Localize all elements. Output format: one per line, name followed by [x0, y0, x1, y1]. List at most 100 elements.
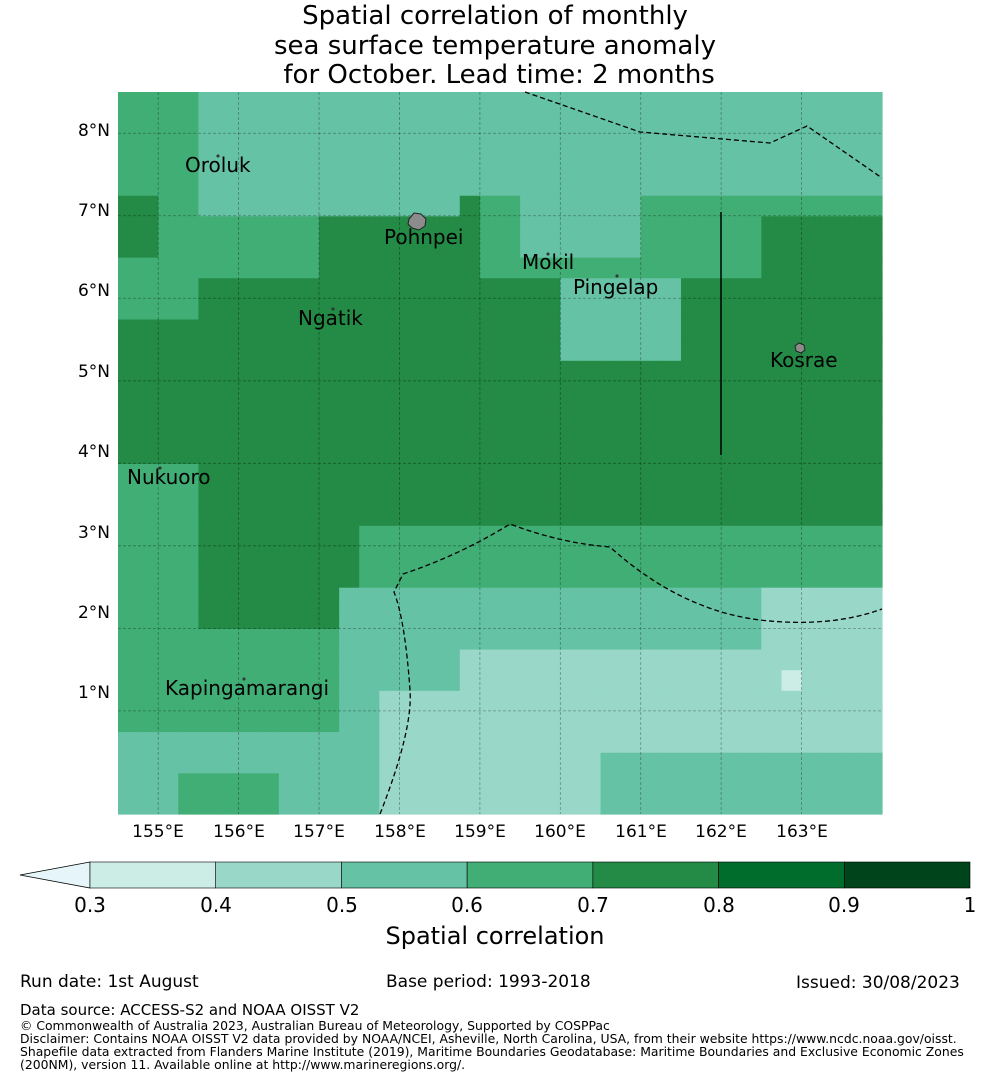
correlation-cell	[821, 607, 843, 629]
correlation-cell	[821, 401, 843, 423]
correlation-cell	[198, 690, 220, 712]
correlation-cell	[801, 483, 823, 506]
correlation-cell	[821, 215, 843, 237]
correlation-cell	[861, 380, 883, 403]
correlation-cell	[741, 360, 762, 382]
correlation-cell	[258, 236, 280, 258]
correlation-cell	[761, 483, 783, 506]
colorbar-extend-arrow	[19, 861, 91, 889]
correlation-cell	[540, 772, 561, 794]
correlation-cell	[319, 153, 340, 176]
correlation-cell	[479, 318, 501, 341]
correlation-cell	[841, 525, 863, 547]
correlation-cell	[520, 669, 541, 691]
correlation-cell	[580, 236, 602, 258]
correlation-cell	[379, 236, 401, 258]
correlation-cell	[339, 380, 360, 403]
correlation-cell	[600, 257, 622, 279]
correlation-cell	[339, 710, 360, 733]
correlation-cell	[158, 772, 179, 794]
correlation-cell	[278, 112, 300, 134]
correlation-cell	[540, 339, 561, 361]
correlation-cell	[500, 133, 521, 155]
correlation-cell	[680, 504, 702, 526]
correlation-cell	[600, 731, 622, 753]
correlation-cell	[399, 195, 421, 217]
correlation-cell	[620, 195, 642, 217]
correlation-cell	[660, 195, 682, 217]
correlation-cell	[218, 380, 240, 403]
correlation-cell	[178, 545, 200, 568]
correlation-cell	[218, 92, 240, 114]
correlation-cell	[560, 669, 582, 691]
correlation-cell	[218, 442, 240, 464]
correlation-cell	[359, 236, 380, 258]
correlation-cell	[540, 318, 561, 341]
correlation-cell	[339, 442, 360, 464]
correlation-cell	[540, 174, 561, 196]
correlation-cell	[500, 277, 521, 299]
correlation-cell	[198, 298, 220, 320]
correlation-cell	[258, 648, 280, 671]
correlation-cell	[479, 628, 501, 650]
lon-tick-163e: 163°E	[776, 822, 828, 842]
correlation-cell	[439, 339, 461, 361]
correlation-cell	[721, 772, 742, 794]
correlation-cell	[359, 257, 380, 279]
correlation-cell	[801, 174, 823, 196]
correlation-cell	[680, 669, 702, 691]
correlation-cell	[419, 772, 441, 794]
correlation-cell	[701, 236, 722, 258]
correlation-cell	[620, 566, 642, 588]
correlation-cell	[359, 195, 380, 217]
correlation-cell	[419, 380, 441, 403]
correlation-cell	[620, 669, 642, 691]
correlation-cell	[439, 174, 461, 196]
correlation-cell	[680, 772, 702, 794]
correlation-cell	[459, 504, 481, 526]
correlation-cell	[479, 195, 501, 217]
colorbar-label: Spatial correlation	[385, 922, 605, 950]
correlation-cell	[238, 504, 260, 526]
correlation-cell	[801, 587, 823, 609]
correlation-cell	[741, 648, 762, 671]
correlation-cell	[721, 257, 742, 279]
correlation-cell	[741, 463, 762, 485]
correlation-cell	[600, 690, 622, 712]
correlation-cell	[459, 153, 481, 176]
correlation-cell	[520, 607, 541, 629]
correlation-cell	[660, 545, 682, 568]
correlation-cell	[640, 793, 662, 815]
correlation-cell	[801, 772, 823, 794]
correlation-cell	[620, 690, 642, 712]
correlation-cell	[319, 648, 340, 671]
correlation-cell	[701, 215, 722, 237]
correlation-cell	[600, 422, 622, 444]
correlation-cell	[520, 525, 541, 547]
correlation-cell	[138, 92, 159, 114]
correlation-cell	[258, 257, 280, 279]
correlation-cell	[701, 731, 722, 753]
place-label-kosrae: Kosrae	[770, 348, 838, 372]
correlation-cell	[861, 483, 883, 506]
correlation-cell	[741, 566, 762, 588]
correlation-cell	[821, 463, 843, 485]
correlation-cell	[138, 628, 159, 650]
disclaimer-line-2: Shapefile data extracted from Flanders M…	[20, 1044, 964, 1059]
correlation-cell	[741, 731, 762, 753]
correlation-cell	[520, 112, 541, 134]
correlation-cell	[781, 628, 803, 650]
lon-tick-160e: 160°E	[534, 822, 586, 842]
correlation-cell	[580, 195, 602, 217]
correlation-cell	[841, 277, 863, 299]
correlation-cell	[379, 504, 401, 526]
correlation-cell	[298, 710, 320, 733]
correlation-cell	[660, 153, 682, 176]
correlation-cell	[298, 504, 320, 526]
correlation-cell	[540, 483, 561, 506]
correlation-cell	[801, 442, 823, 464]
correlation-cell	[439, 422, 461, 444]
correlation-cell	[620, 483, 642, 506]
correlation-cell	[841, 607, 863, 629]
correlation-cell	[620, 257, 642, 279]
